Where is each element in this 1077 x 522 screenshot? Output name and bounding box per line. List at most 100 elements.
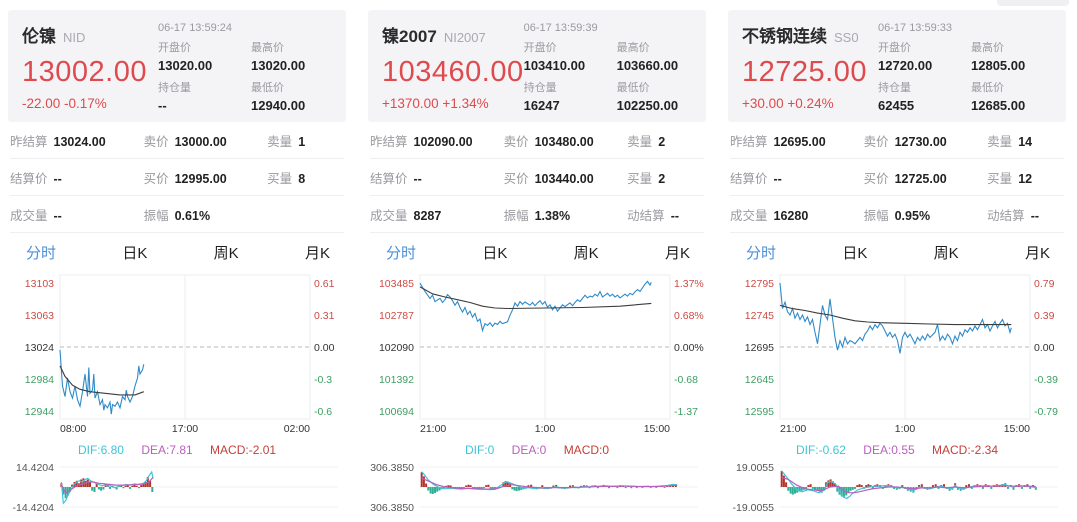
low-value: 102250.00 — [616, 98, 679, 113]
last-price: 13002.00 — [22, 56, 147, 88]
row-label: 卖量 — [267, 134, 293, 149]
low-value: 12940.00 — [251, 98, 306, 113]
low-label: 最低价 — [971, 82, 1004, 94]
instrument-name: 镍2007 — [382, 27, 437, 46]
quote-detail-rows: 昨结算 12695.00 卖价 12730.00 卖量 14 结算价 -- 买价 1272… — [728, 122, 1066, 233]
tab-monthly-k[interactable]: 月K — [304, 244, 330, 262]
svg-text:15:00: 15:00 — [1004, 423, 1030, 435]
price-change: +1370.00 +1.34% — [382, 96, 489, 111]
row-value: 0.95% — [894, 208, 931, 223]
high-value: 12805.00 — [971, 58, 1026, 73]
svg-text:100694: 100694 — [379, 406, 414, 418]
detail-row: 昨结算 102090.00 卖价 103480.00 卖量 2 — [370, 122, 704, 159]
row-value: 14 — [1018, 134, 1033, 149]
tab-minute[interactable]: 分时 — [26, 244, 57, 262]
svg-text:0.31: 0.31 — [314, 310, 335, 322]
macd-chart[interactable]: 14.4204 -14.4204 — [8, 459, 346, 517]
svg-text:13103: 13103 — [25, 278, 54, 290]
tab-weekly-k[interactable]: 周K — [573, 244, 599, 262]
macd-chart[interactable]: 306.3850 306.3850 — [368, 459, 706, 517]
svg-text:306.3850: 306.3850 — [370, 462, 414, 474]
macd-chart[interactable]: 19.0055 -19.0055 — [728, 459, 1066, 517]
row-value: 2 — [658, 134, 666, 149]
macd-value: MACD:-2.34 — [932, 443, 999, 457]
row-value: 103440.00 — [534, 171, 594, 186]
quote-detail-rows: 昨结算 13024.00 卖价 13000.00 卖量 1 结算价 -- 买价 12995… — [8, 122, 346, 233]
row-label: 振幅 — [143, 208, 169, 223]
tab-monthly-k[interactable]: 月K — [1024, 244, 1050, 262]
row-value: -- — [1030, 208, 1040, 223]
svg-text:0.39: 0.39 — [1034, 310, 1055, 322]
high-value: 13020.00 — [251, 58, 306, 73]
quote-card-lun-nickel: 伦镍 NID 13002.00 -22.00 -0.17% 06-17 13:5… — [8, 10, 346, 517]
svg-text:12695: 12695 — [745, 342, 774, 354]
row-label: 买量 — [267, 171, 293, 186]
detail-row: 昨结算 13024.00 卖价 13000.00 卖量 1 — [10, 122, 344, 159]
svg-text:0.79: 0.79 — [1034, 278, 1055, 290]
row-value: 12 — [1018, 171, 1033, 186]
chart-period-tabs: 分时 日K 周K 月K — [728, 233, 1066, 271]
detail-row: 结算价 -- 买价 12995.00 买量 8 — [10, 159, 344, 196]
quote-timestamp: 06-17 13:59:39 — [523, 22, 598, 34]
row-value: 13000.00 — [174, 134, 227, 149]
minute-chart[interactable]: 103485 102787 102090 101392 100694 1.37% 0.68%… — [368, 271, 706, 443]
dea-value: DEA:0.55 — [863, 443, 915, 457]
svg-text:103485: 103485 — [379, 278, 414, 290]
minute-chart[interactable]: 12795 12745 12695 12645 12595 0.79 0.39 0.00 -0.… — [728, 271, 1066, 443]
svg-text:-0.3: -0.3 — [314, 374, 332, 386]
tab-weekly-k[interactable]: 周K — [213, 244, 239, 262]
row-value: 12730.00 — [894, 134, 947, 149]
price-change: -22.00 -0.17% — [22, 96, 107, 111]
detail-row: 成交量 -- 振幅 0.61% — [10, 196, 344, 233]
macd-value: MACD:-2.01 — [210, 443, 277, 457]
svg-text:14.4204: 14.4204 — [16, 462, 54, 474]
open-label: 开盘价 — [523, 42, 557, 54]
detail-row: 成交量 16280 振幅 0.95% 动结算 -- — [730, 196, 1064, 233]
row-label: 卖价 — [503, 134, 529, 149]
tab-weekly-k[interactable]: 周K — [933, 244, 959, 262]
tab-daily-k[interactable]: 日K — [482, 244, 508, 262]
low-label: 最低价 — [251, 82, 284, 94]
tab-daily-k[interactable]: 日K — [842, 244, 868, 262]
svg-text:102090: 102090 — [379, 342, 414, 354]
tab-minute[interactable]: 分时 — [746, 244, 777, 262]
quote-summary: 伦镍 NID 13002.00 -22.00 -0.17% — [22, 22, 147, 112]
row-value: 13024.00 — [53, 134, 106, 149]
svg-text:102787: 102787 — [379, 310, 414, 322]
macd-indicator-labels: DIF:6.80 DEA:7.81 MACD:-2.01 — [8, 443, 346, 459]
low-label: 最低价 — [616, 82, 650, 94]
row-label: 结算价 — [370, 171, 408, 186]
row-label: 成交量 — [370, 208, 408, 223]
open-label: 开盘价 — [158, 42, 191, 54]
instrument-name: 不锈钢连续 — [742, 27, 827, 46]
minute-chart[interactable]: 13103 13063 13024 12984 12944 0.61 0.31 0.00 -0.… — [8, 271, 346, 443]
row-value: 12995.00 — [174, 171, 227, 186]
quote-timestamp: 06-17 13:59:24 — [158, 22, 233, 34]
detail-row: 昨结算 12695.00 卖价 12730.00 卖量 14 — [730, 122, 1064, 159]
row-value: 2 — [658, 171, 666, 186]
dea-value: DEA:7.81 — [141, 443, 193, 457]
row-value: 16280 — [773, 208, 809, 223]
tab-minute[interactable]: 分时 — [386, 244, 417, 262]
low-value: 12685.00 — [971, 98, 1026, 113]
quote-detail-rows: 昨结算 102090.00 卖价 103480.00 卖量 2 结算价 -- 买价 103… — [368, 122, 706, 233]
svg-text:1:00: 1:00 — [535, 423, 556, 435]
quote-summary: 镍2007 NI2007 103460.00 +1370.00 +1.34% — [382, 22, 524, 112]
svg-text:0.00: 0.00 — [1034, 342, 1055, 354]
tab-daily-k[interactable]: 日K — [122, 244, 148, 262]
row-label: 买价 — [503, 171, 529, 186]
open-interest-label: 持仓量 — [878, 82, 911, 94]
detail-row: 成交量 8287 振幅 1.38% 动结算 -- — [370, 196, 704, 233]
high-label: 最高价 — [971, 42, 1004, 54]
tab-monthly-k[interactable]: 月K — [664, 244, 690, 262]
instrument-code: SS0 — [834, 30, 859, 45]
svg-text:12595: 12595 — [745, 406, 774, 418]
row-label: 昨结算 — [370, 134, 408, 149]
row-value: 12725.00 — [894, 171, 947, 186]
high-value: 103660.00 — [616, 58, 679, 73]
dea-value: DEA:0 — [511, 443, 547, 457]
row-value: 0.61% — [174, 208, 211, 223]
row-label: 买量 — [627, 171, 653, 186]
row-value: 12695.00 — [773, 134, 826, 149]
row-label: 昨结算 — [10, 134, 48, 149]
